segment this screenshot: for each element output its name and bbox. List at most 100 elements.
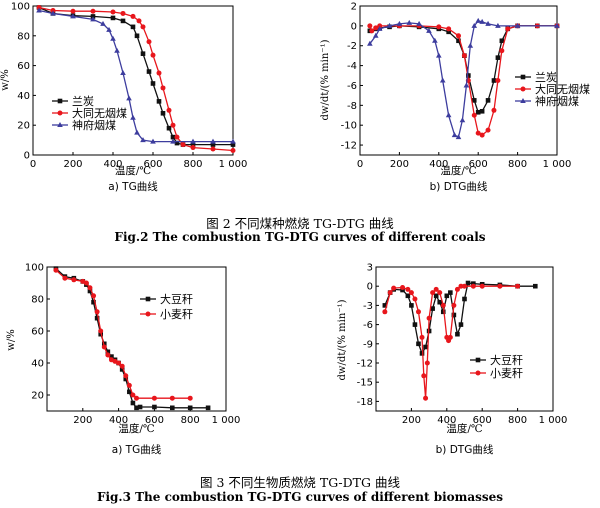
panel-1-series-2-point — [180, 142, 186, 148]
panel-2-series-2-point — [456, 33, 461, 39]
panel-4-series-1-point — [455, 331, 460, 337]
panel-4-series-2-point — [412, 296, 418, 302]
panel-3-series-2-point — [105, 352, 111, 358]
panel-2-series-3-point — [396, 20, 403, 26]
panel-4-ytick-label: -15 — [357, 378, 373, 389]
panel-2-plot-frame — [359, 5, 558, 156]
panel-4-series-1-point — [444, 293, 450, 299]
panel-3-series-2-point — [83, 280, 89, 286]
panel-1-series-2-point — [70, 8, 76, 14]
panel-3-xtick-label: 800 — [181, 415, 200, 426]
panel-1-series-2-point — [90, 8, 96, 14]
panel-4-series-1-point — [440, 309, 446, 315]
panel-2-series-2-point — [436, 24, 442, 30]
panel-4-series-1-point — [419, 351, 425, 356]
panel-3-xtick-label: 400 — [109, 415, 128, 426]
panel-4-series-2-point — [497, 283, 503, 289]
panel-2-series-3-point — [439, 77, 446, 83]
panel-2-x-axis-label: 温度/℃ — [440, 164, 477, 177]
panel-2-series-1-point — [456, 38, 461, 44]
panel-1-xtick-label: 400 — [103, 159, 122, 170]
panel-4-series-1-point — [433, 293, 439, 299]
panel-2-series-3-point — [471, 22, 478, 28]
panel-4-series-2-point — [400, 284, 406, 290]
panel-4-series-1-point — [437, 299, 443, 305]
panel-2-legend-marker — [520, 86, 526, 92]
panel-2-series-3-point — [426, 27, 432, 33]
panel-1-series-2-point — [150, 52, 156, 58]
panel-3-series-2-point — [53, 267, 59, 273]
panel-4-y-axis-label: dw/dt/(% min⁻¹) — [337, 299, 348, 380]
panel-3-series-2-point — [116, 360, 122, 366]
panel-4-series-1-point — [458, 322, 464, 327]
panel-4-series-2-point — [462, 283, 467, 289]
panel-2-xtick-label: 400 — [429, 159, 448, 170]
panel-1-series-2-point — [210, 146, 216, 152]
panel-2-series-2-point — [461, 53, 467, 59]
panel-1-series-1-point — [130, 24, 136, 30]
panel-4-series-2-point — [454, 286, 460, 292]
panel-2-series-2-point — [373, 25, 379, 31]
panel-3-ytick-label: 60 — [31, 327, 44, 338]
panel-1-series-1-point — [150, 81, 156, 86]
panel-4-series-2-point — [408, 290, 414, 296]
panel-2-series-1-point — [471, 98, 477, 103]
panel-3-series-2-point — [71, 277, 77, 283]
panel-4-ytick-label: 3 — [367, 263, 373, 274]
panel-3-series-2-point — [187, 395, 193, 401]
panel-3-series-1-point — [170, 405, 175, 411]
panel-2-ytick-label: 0 — [351, 21, 357, 32]
panel-4-series-2-point — [470, 283, 476, 289]
panel-1-series-1-point — [146, 69, 152, 74]
panel-1-series-3-point — [100, 20, 106, 26]
panel-2-series-2-point — [491, 107, 497, 113]
panel-4-series-1-point — [430, 306, 435, 311]
panel-1-series-2-point — [230, 148, 236, 154]
panel-3-sub-caption: a) TG曲线 — [112, 443, 162, 456]
panel-4-series-2-point — [479, 283, 485, 289]
panel-3-x-axis-label: 温度/℃ — [118, 422, 155, 435]
panel-3-series-1-point — [137, 404, 143, 410]
panel-4-series-2-point — [424, 360, 430, 366]
panel-1-xtick-label: 200 — [63, 159, 82, 170]
panel-2-series-3-point — [386, 22, 393, 28]
panel-3-series-1-point — [130, 400, 136, 406]
panel-3-ytick-label: 20 — [31, 391, 44, 402]
panel-2-series-3-point — [455, 134, 462, 140]
panel-2-series-3-point — [485, 20, 491, 26]
panel-1-series-1-point — [230, 142, 236, 147]
panel-1-series-2-point — [136, 18, 142, 24]
panel-4-series-2-point — [421, 373, 427, 379]
panel-3-series-2-point — [169, 395, 175, 401]
panel-1-legend-marker — [57, 110, 63, 116]
panel-1-series-1-point — [160, 110, 166, 116]
panel-2-ytick-label: -6 — [347, 81, 357, 92]
panel-2-ytick-label: -8 — [347, 101, 357, 112]
panel-1-series-1-point — [166, 125, 172, 131]
panel-1-series-3-point — [120, 70, 126, 76]
panel-2-series-1-point — [491, 78, 497, 83]
panel-1-ytick-label: 0 — [24, 151, 30, 162]
panel-1-series-1-point — [134, 33, 140, 39]
panel-1-xtick-label: 600 — [143, 159, 162, 170]
panel-2-series-1-line — [369, 25, 557, 114]
panel-1-series-3-point — [90, 16, 96, 22]
panel-1-series-2-point — [166, 107, 172, 113]
panel-3-legend-label: 大豆秆 — [160, 292, 193, 306]
panel-2-series-1-point — [499, 38, 505, 44]
panel-3-series-2-line — [55, 269, 191, 399]
panel-2-series-1-point — [475, 109, 481, 115]
panel-3-plot-frame — [46, 266, 227, 412]
panel-2-series-3-point — [463, 82, 470, 88]
panel-4-ytick-label: -3 — [363, 301, 373, 312]
panel-2-series-2-point — [446, 26, 452, 32]
panel-3-series-2-point — [62, 275, 68, 281]
panel-3-series-1-point — [205, 405, 211, 411]
panel-3-y-axis-label: w/% — [6, 329, 17, 350]
panel-4-series-1-point — [533, 283, 538, 289]
panel-3-series-2-point — [91, 293, 97, 299]
panel-1-series-3-point — [110, 35, 116, 41]
panel-2-series-2-point — [475, 130, 481, 136]
panel-4-series-1-point — [382, 303, 388, 308]
panel-4-ytick-label: -18 — [357, 397, 373, 408]
